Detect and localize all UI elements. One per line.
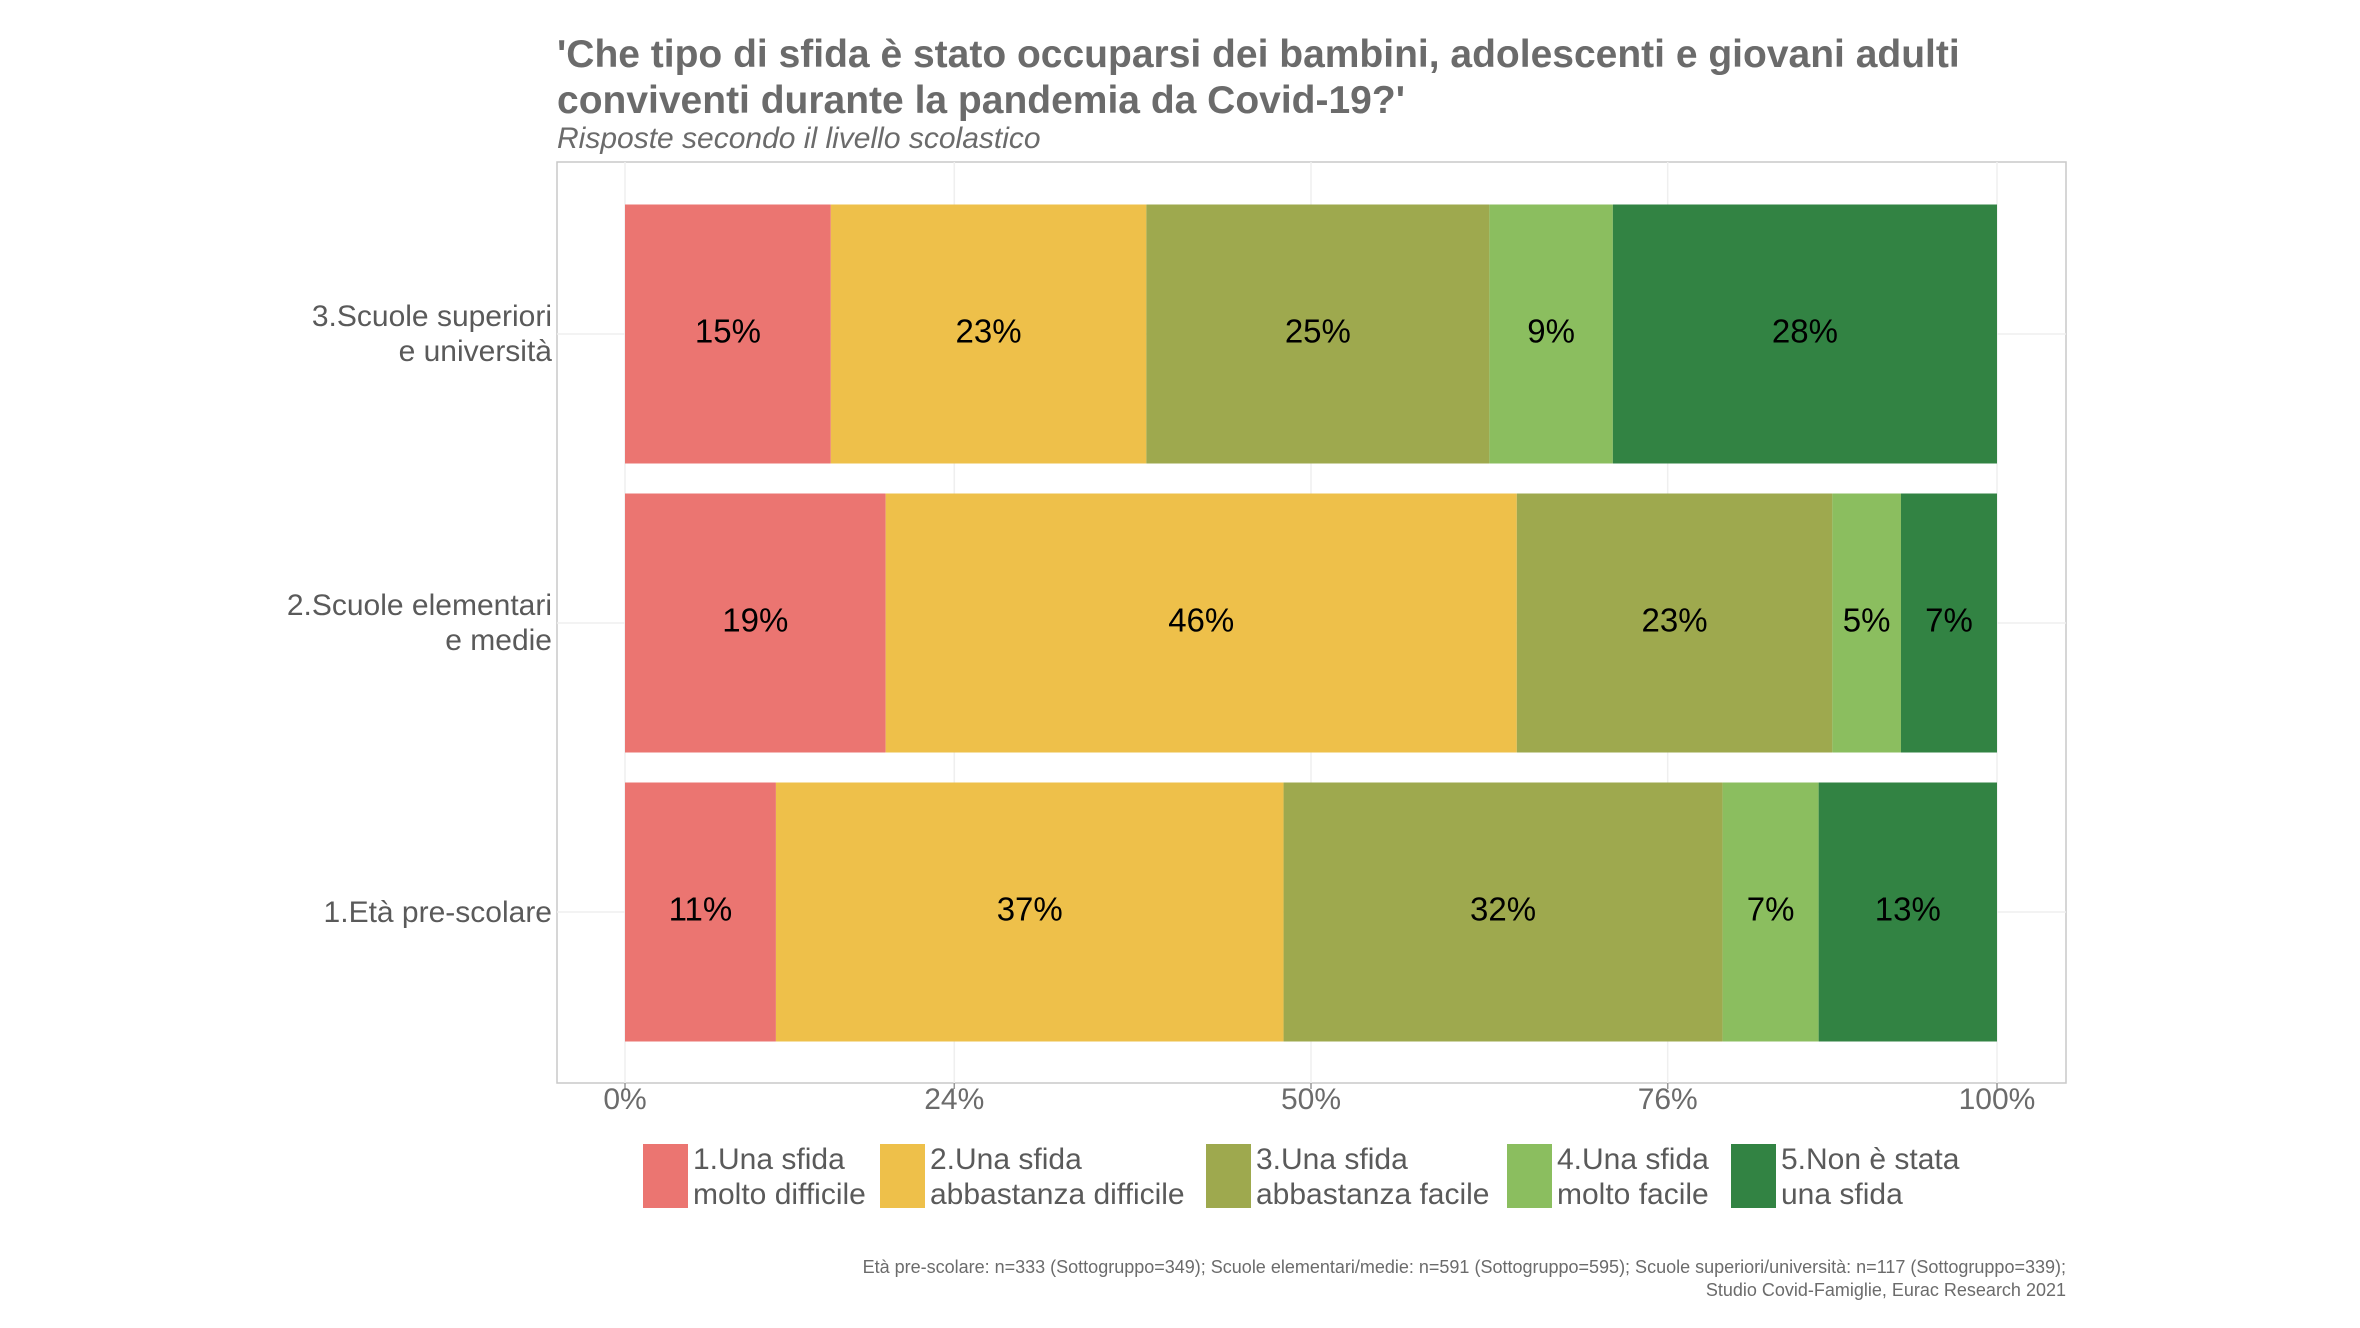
bar-segment xyxy=(775,782,1284,1042)
bar-segment xyxy=(885,493,1517,753)
chart-title: 'Che tipo di sfida è stato occuparsi dei… xyxy=(557,33,1960,122)
data-label: 11% xyxy=(669,891,733,928)
bar-segment xyxy=(1516,493,1833,753)
bar-segment xyxy=(625,782,776,1042)
x-tick-label: 100% xyxy=(1959,1083,2036,1116)
legend-key xyxy=(1507,1144,1552,1208)
data-label: 32% xyxy=(1470,891,1536,928)
legend-key xyxy=(1206,1144,1251,1208)
bar-segment xyxy=(1489,204,1613,464)
bar-segment xyxy=(1900,493,1997,753)
x-tick-label: 76% xyxy=(1638,1083,1698,1116)
legend-label: 3.Una sfida abbastanza facile xyxy=(1256,1143,1490,1211)
caption: Età pre-scolare: n=333 (Sottogruppo=349)… xyxy=(862,1257,2066,1300)
data-label: 46% xyxy=(1168,602,1234,639)
data-label: 37% xyxy=(997,891,1063,928)
bar-segment xyxy=(1722,782,1819,1042)
data-label: 25% xyxy=(1285,313,1351,350)
y-tick-label: 1.Età pre-scolare xyxy=(323,895,552,929)
data-label: 7% xyxy=(1925,602,1973,639)
legend-label: 2.Una sfida abbastanza difficile xyxy=(930,1143,1185,1211)
data-label: 9% xyxy=(1527,313,1575,350)
bar-segment xyxy=(1818,782,1997,1042)
x-tick-label: 24% xyxy=(924,1083,984,1116)
legend-key xyxy=(643,1144,688,1208)
data-label: 28% xyxy=(1772,313,1838,350)
x-tick-label: 0% xyxy=(603,1083,646,1116)
data-label: 23% xyxy=(956,313,1022,350)
bar-segment xyxy=(1283,782,1723,1042)
bar-segment xyxy=(1832,493,1901,753)
y-tick-label: 2.Scuole elementari e medie xyxy=(286,589,552,657)
legend-label: 1.Una sfida molto difficile xyxy=(693,1143,866,1211)
legend-key xyxy=(1731,1144,1776,1208)
bar-segment xyxy=(830,204,1147,464)
legend-key xyxy=(880,1144,925,1208)
y-tick-label: 3.Scuole superiori e università xyxy=(311,300,552,368)
legend-label: 5.Non è stata una sfida xyxy=(1781,1143,1960,1211)
data-label: 13% xyxy=(1875,891,1941,928)
bar-segment xyxy=(625,204,831,464)
data-label: 5% xyxy=(1843,602,1891,639)
data-label: 7% xyxy=(1747,891,1795,928)
data-label: 19% xyxy=(722,602,788,639)
x-tick-label: 50% xyxy=(1281,1083,1341,1116)
chart-subtitle: Risposte secondo il livello scolastico xyxy=(557,122,1041,155)
legend-label: 4.Una sfida molto facile xyxy=(1557,1143,1709,1211)
bar-segment xyxy=(1612,204,1997,464)
bar-segment xyxy=(1146,204,1490,464)
data-label: 15% xyxy=(695,313,761,350)
data-label: 23% xyxy=(1642,602,1708,639)
bar-segment xyxy=(625,493,886,753)
